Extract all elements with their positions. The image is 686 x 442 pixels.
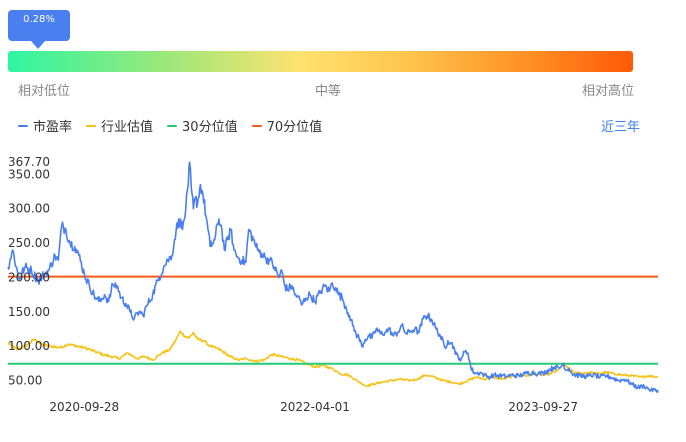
series-line-pe: [7, 161, 659, 394]
y-tick-label: 250.00: [8, 236, 50, 250]
legend-label-p70: 70分位值: [266, 120, 323, 135]
legend-label-pe: 市盈率: [33, 120, 73, 135]
legend-item-p70[interactable]: 70分位值: [251, 116, 323, 135]
legend-item-industry[interactable]: 行业估值: [86, 116, 153, 135]
legend-item-pe[interactable]: 市盈率: [18, 116, 72, 135]
legend-item-p30[interactable]: 30分位值: [167, 116, 238, 135]
legend-swatch-industry: [86, 124, 97, 127]
y-tick-label: 150.00: [8, 305, 50, 319]
chart-legend: 市盈率 行业估值 30分位值 70分位值: [18, 116, 322, 135]
legend-swatch-p70: [251, 124, 262, 127]
percentile-badge: 0.28%: [8, 10, 70, 49]
scale-mid-label: 中等: [315, 84, 342, 99]
y-tick-label: 50.00: [8, 374, 42, 388]
y-tick-label: 300.00: [8, 202, 50, 216]
series-line-industry: [7, 330, 659, 388]
legend-swatch-p30: [167, 124, 178, 127]
scale-high-label: 相对高位: [582, 84, 635, 99]
legend-label-p30: 30分位值: [182, 120, 238, 135]
x-tick-label: 2022-04-01: [280, 400, 350, 414]
x-tick-label: 2020-09-28: [49, 400, 119, 414]
y-tick-label: 100.00: [8, 339, 50, 353]
percentile-badge-label: 0.28%: [23, 14, 55, 25]
range-toggle-3y[interactable]: 近三年: [600, 120, 640, 135]
percentile-gradient-bar: [8, 51, 633, 72]
y-tick-label: 200.00: [8, 271, 50, 285]
legend-label-industry: 行业估值: [101, 120, 154, 135]
scale-low-label: 相对低位: [18, 84, 71, 99]
legend-swatch-pe: [18, 124, 28, 127]
x-tick-label: 2023-09-27: [508, 400, 578, 414]
y-tick-label: 350.00: [8, 167, 50, 181]
y-tick-label: 367.70: [8, 155, 50, 169]
